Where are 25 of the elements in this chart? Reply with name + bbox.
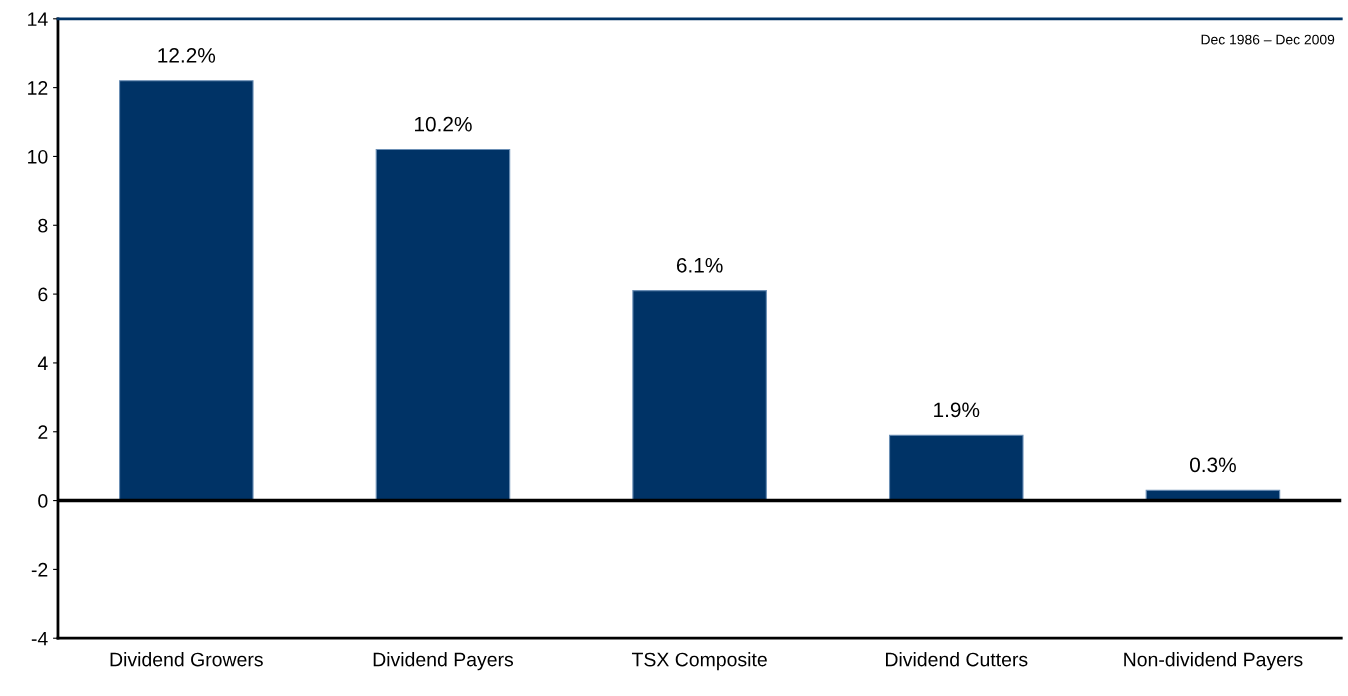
data-label: 12.2% (158, 47, 216, 63)
x-tick-label: TSX Composite (631, 652, 767, 671)
x-tick-label: Non-dividend Payers (1124, 652, 1303, 671)
bar (632, 290, 767, 502)
y-tick-label: 10 (28, 149, 48, 164)
data-label: 1.9% (934, 402, 980, 418)
data-label: 6.1% (676, 257, 723, 273)
annotation: Dec 1986 – Dec 2009 (1201, 34, 1335, 45)
y-tick-label: -4 (31, 631, 48, 646)
data-label: 10.2% (415, 116, 472, 132)
bar (888, 434, 1024, 502)
y-tick-label: 12 (28, 81, 48, 95)
x-tick-label: Dividend Payers (373, 652, 514, 671)
y-tick-label: 8 (38, 218, 48, 233)
x-tick-label: Dividend Growers (110, 652, 263, 667)
y-tick-label: -2 (31, 562, 48, 577)
y-tick-label: 14 (28, 12, 48, 26)
bar (119, 80, 254, 502)
y-tick-label: 6 (38, 287, 48, 302)
x-tick-label: Dividend Cutters (886, 652, 1028, 667)
y-tick-label: 2 (38, 425, 48, 439)
bar (375, 149, 511, 502)
data-label: 0.3% (1190, 457, 1236, 473)
y-tick-label: 0 (38, 494, 48, 508)
y-tick-label: 4 (37, 356, 48, 370)
